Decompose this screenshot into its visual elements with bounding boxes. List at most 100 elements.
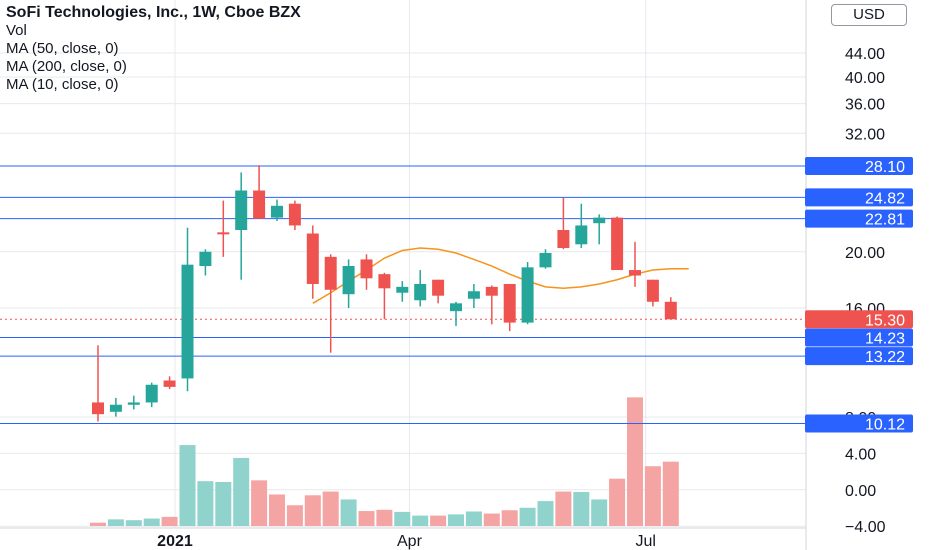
candle-body <box>288 203 301 226</box>
candle-body <box>414 283 427 301</box>
candle <box>503 283 516 332</box>
price-line-tag-text: 14.23 <box>865 331 905 348</box>
candle-body <box>163 380 176 387</box>
volume-bar <box>107 519 124 526</box>
candle-body <box>593 217 606 224</box>
candle <box>629 241 641 287</box>
candle-body <box>92 402 104 415</box>
time-tick-label: Apr <box>397 533 423 550</box>
volume-bar <box>358 511 375 526</box>
candle-body <box>342 266 355 295</box>
candle <box>378 272 391 320</box>
volume-bar <box>376 509 393 526</box>
candle <box>163 376 176 390</box>
price-line-tag: 22.81 <box>805 209 913 229</box>
volume-bar <box>519 507 536 526</box>
candle-body <box>253 190 266 219</box>
candle-body <box>217 232 230 235</box>
candle-body <box>181 264 194 379</box>
candle <box>664 297 677 320</box>
last-price-tag: 15.30 <box>805 310 913 329</box>
candle-body <box>467 291 480 299</box>
candle-body <box>271 205 283 218</box>
candle-body <box>646 279 659 302</box>
candle-body <box>575 225 588 245</box>
price-tick-label: 40.00 <box>845 70 885 87</box>
candle <box>593 214 606 245</box>
candle <box>521 262 534 325</box>
candle <box>432 279 445 304</box>
time-tick-label: 2021 <box>157 533 193 550</box>
volume-bar <box>448 514 464 526</box>
price-line-tag-bg <box>805 414 913 433</box>
volume-bar <box>304 495 321 526</box>
candle-body <box>378 274 391 289</box>
candle <box>127 395 140 410</box>
volume-bar <box>215 482 232 526</box>
volume-bar <box>412 515 429 526</box>
last-price-tag-bg <box>805 310 913 329</box>
candle <box>646 279 659 307</box>
volume-bar <box>197 481 214 526</box>
ma10-line <box>312 247 689 304</box>
price-line-tag-text: 13.22 <box>865 349 905 366</box>
candle <box>109 397 122 417</box>
candle-body <box>109 404 122 412</box>
volume-bar <box>501 510 518 526</box>
candle <box>235 172 248 280</box>
currency-button[interactable]: USD <box>831 4 907 26</box>
volume-bar <box>269 494 285 526</box>
volume-bar <box>125 520 142 526</box>
volume-bar <box>286 505 303 526</box>
candle <box>557 197 570 250</box>
volume-bar <box>627 397 643 526</box>
candle <box>575 203 588 248</box>
candle <box>199 249 212 276</box>
candle <box>450 301 462 326</box>
candle-body <box>145 384 158 403</box>
volume-bar <box>322 491 339 526</box>
candle-body <box>557 230 570 248</box>
time-tick-label: Jul <box>636 533 656 550</box>
candle-body <box>629 270 641 276</box>
symbol-title[interactable]: SoFi Technologies, Inc., 1W, Cboe BZX <box>6 4 301 21</box>
volume-bar <box>143 518 160 526</box>
legend-volume[interactable]: Vol <box>6 22 27 39</box>
price-line-tag-bg <box>805 328 913 347</box>
price-line-tag: 13.22 <box>805 347 913 366</box>
candle-body <box>324 256 337 290</box>
price-line-tag-text: 10.12 <box>865 416 905 433</box>
volume-bar <box>394 511 411 526</box>
candle-body <box>503 283 516 323</box>
candle <box>467 283 480 308</box>
candle <box>288 200 301 231</box>
candle <box>324 254 337 353</box>
legend-ma50[interactable]: MA (50, close, 0) <box>6 40 119 57</box>
price-line-tag-text: 28.10 <box>865 159 905 176</box>
candle <box>539 249 552 269</box>
candle <box>253 165 266 219</box>
price-line-tag: 24.82 <box>805 188 913 207</box>
candle <box>271 199 283 221</box>
volume-bar <box>340 499 357 526</box>
volume-tick-label: 0.00 <box>845 483 876 500</box>
volume-bar <box>483 513 500 526</box>
volume-bar <box>251 480 268 526</box>
volume-bar <box>555 491 572 526</box>
candle-body <box>611 217 624 271</box>
candle-body <box>396 286 409 293</box>
candle-body <box>521 267 534 323</box>
legend-ma200[interactable]: MA (200, close, 0) <box>6 58 127 75</box>
volume-bar <box>90 522 106 526</box>
candle <box>342 259 355 308</box>
legend-ma10[interactable]: MA (10, close, 0) <box>6 76 119 93</box>
volume-bar <box>644 466 661 526</box>
candle <box>306 225 319 299</box>
volume-bar <box>573 491 590 526</box>
candle-body <box>306 233 319 284</box>
volume-bar <box>609 478 626 526</box>
price-line-tag-text: 24.82 <box>865 190 905 207</box>
candle-body <box>539 253 552 268</box>
candle-body <box>235 190 248 231</box>
